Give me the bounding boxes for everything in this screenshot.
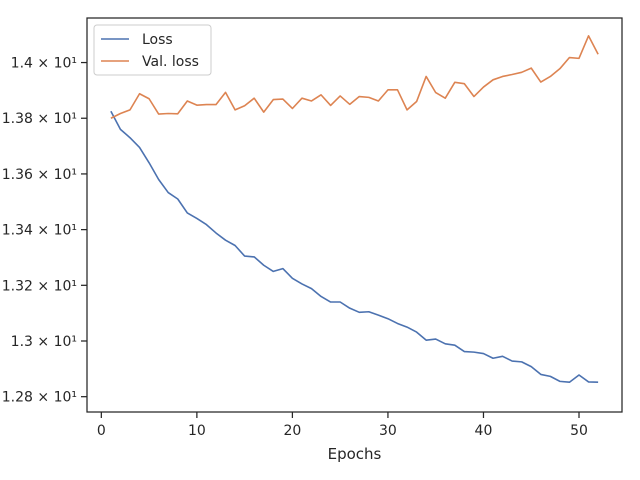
plot-lines — [110, 35, 599, 384]
y-tick-label: 1.36 × 10¹ — [2, 167, 77, 183]
x-tick-label: 40 — [475, 423, 493, 439]
legend: Loss Val. loss — [93, 24, 212, 76]
y-tick-label: 1.4 × 10¹ — [11, 56, 77, 72]
y-tick-label: 1.32 × 10¹ — [2, 278, 77, 294]
x-axis-label: Epochs — [328, 445, 382, 463]
y-axis: 1.28 × 10¹ 1.3 × 10¹ 1.32 × 10¹ 1.34 × 10¹ 1… — [2, 56, 87, 406]
legend-label-val-loss: Val. loss — [142, 54, 199, 70]
x-tick-label: 0 — [97, 423, 106, 439]
x-tick-label: 50 — [570, 423, 588, 439]
y-tick-label: 1.28 × 10¹ — [2, 390, 77, 406]
axes-frame — [86, 17, 623, 413]
legend-label-loss: Loss — [142, 32, 173, 48]
y-tick-label: 1.34 × 10¹ — [2, 223, 77, 239]
x-axis: 0 10 20 30 40 50 — [97, 412, 588, 439]
y-tick-label: 1.3 × 10¹ — [11, 334, 77, 350]
x-tick-label: 10 — [188, 423, 206, 439]
legend-box — [93, 24, 212, 76]
y-tick-label: 1.38 × 10¹ — [2, 111, 77, 127]
x-tick-label: 20 — [283, 423, 301, 439]
series-line-loss — [110, 110, 599, 384]
series-line-val-loss — [110, 35, 599, 119]
x-tick-label: 30 — [379, 423, 397, 439]
